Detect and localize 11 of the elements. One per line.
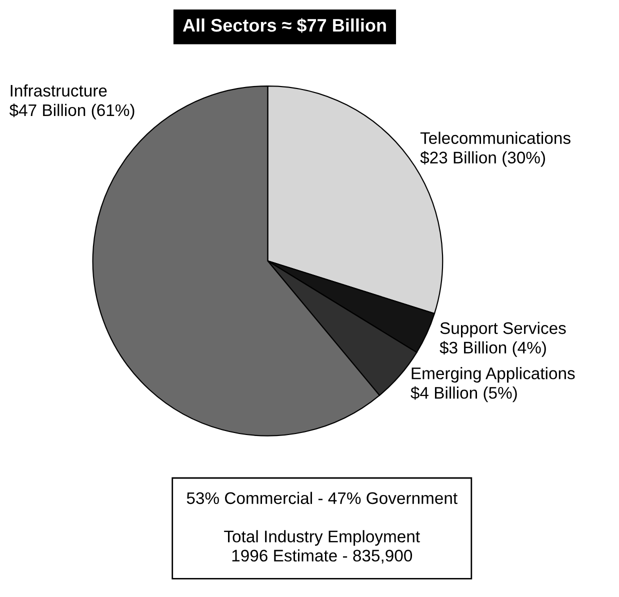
data-label: $23 Billion (30%) bbox=[420, 150, 546, 167]
data-label: $4 Billion (5%) bbox=[410, 386, 517, 402]
slice-label: Emerging Applications bbox=[412, 367, 575, 383]
slice-label: Telecommunications bbox=[420, 132, 570, 144]
data-label: $3 Billion (4%) bbox=[440, 341, 546, 357]
data-label: $47 Billion (61%) bbox=[9, 104, 134, 120]
text: 53% Commercial - 47% Government bbox=[186, 492, 458, 504]
text: Total Industry Employment 1996 Estimate - 835,900 bbox=[224, 530, 420, 564]
slice-label: Support Services bbox=[440, 322, 566, 338]
slice-label: Infrastructure bbox=[10, 84, 107, 97]
chart-title: All Sectors ≈ $77 Billion bbox=[182, 18, 386, 33]
